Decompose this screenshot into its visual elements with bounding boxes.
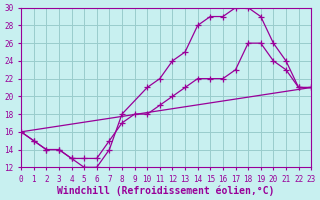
X-axis label: Windchill (Refroidissement éolien,°C): Windchill (Refroidissement éolien,°C) [58, 185, 275, 196]
